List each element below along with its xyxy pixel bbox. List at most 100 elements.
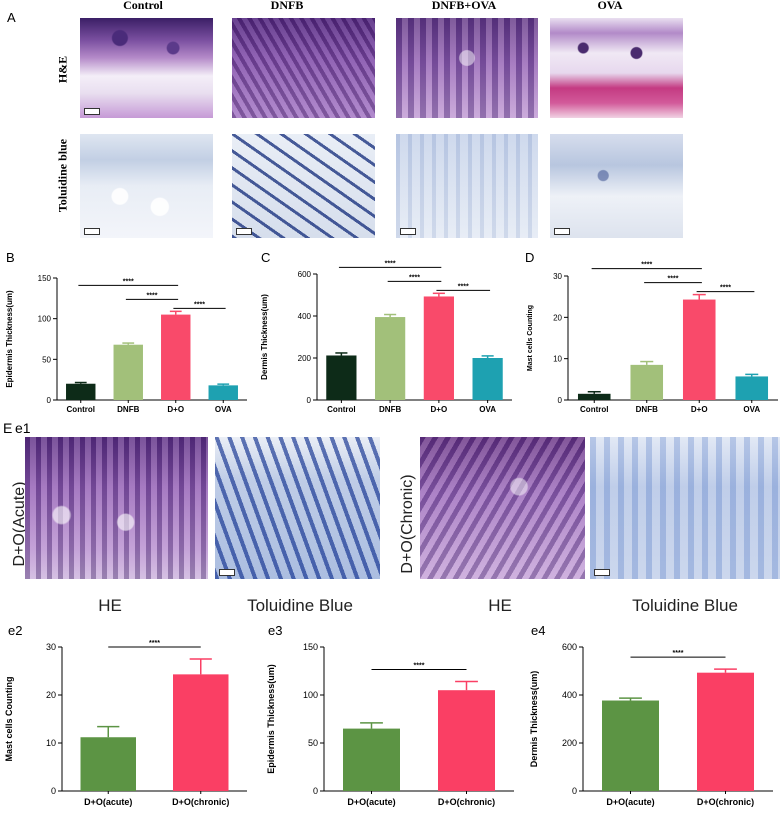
y-tick-label: 150 [38, 274, 52, 283]
bar [161, 314, 191, 400]
image-label-acute-he: HE [98, 596, 122, 615]
micrograph-he-control [80, 18, 213, 118]
x-tick-label: D+O(chronic) [172, 797, 229, 807]
significance-stars: **** [668, 276, 679, 283]
panel-letter: e2 [8, 625, 22, 638]
y-tick-label: 0 [313, 786, 318, 796]
panel-letter: D [525, 250, 534, 265]
panel-e1-letter: e1 [15, 420, 31, 436]
significance-stars: **** [194, 301, 205, 308]
bar [577, 393, 611, 400]
significance-stars: **** [123, 278, 134, 285]
x-tick-label: Control [580, 405, 608, 414]
micrograph-tb-dnfb [232, 134, 375, 238]
bar [682, 299, 716, 400]
micrograph-he-dnfb-ova [396, 18, 538, 118]
micrograph-acute-he [25, 437, 208, 579]
y-tick-label: 50 [308, 738, 318, 748]
y-tick-label: 100 [38, 315, 52, 324]
panel-letter: e3 [268, 625, 282, 638]
y-tick-label: 0 [51, 786, 56, 796]
chart-e3-epidermis: e3 0 50 100 150 Epidermis Thickness(um) D+O(ac… [266, 625, 514, 807]
x-tick-label: OVA [479, 405, 496, 414]
bar [113, 344, 143, 400]
micrograph-he-dnfb [232, 18, 375, 118]
image-label-chronic-he: HE [488, 596, 512, 615]
x-tick-label: D+O [691, 405, 708, 414]
x-tick-label: OVA [215, 405, 232, 414]
y-axis-label: Mast cells Counting [4, 676, 14, 761]
y-tick-label: 50 [42, 355, 51, 364]
micrograph-tb-control [80, 134, 213, 238]
chart-e2-mast-cells: e2 0 10 20 30 Mast cells Counting D+O(acute) D+… [4, 625, 247, 807]
y-tick-label: 600 [298, 270, 312, 279]
bar [697, 672, 754, 791]
significance-stars: **** [147, 292, 158, 299]
bar [343, 728, 400, 791]
bar [472, 358, 503, 400]
image-label-chronic-tb: Toluidine Blue [632, 596, 738, 615]
x-tick-label: Control [67, 405, 95, 414]
chart-b-epidermis: B 0 50 100 150 Epidermis Thickness(um) Control… [5, 250, 247, 414]
y-tick-label: 400 [298, 312, 312, 321]
bar [208, 385, 238, 400]
panel-letter: C [261, 250, 270, 265]
y-axis-label: Mast cells Counting [527, 305, 534, 371]
y-tick-label: 100 [303, 690, 318, 700]
y-tick-label: 150 [303, 642, 318, 652]
micrograph-he-ova [550, 18, 683, 118]
micrograph-chronic-he [420, 437, 585, 579]
micrograph-acute-tb [215, 437, 380, 579]
significance-stars: **** [673, 650, 684, 657]
y-axis-label: Epidermis Thickness(um) [5, 290, 14, 388]
panel-letter: B [6, 250, 15, 265]
column-header-ova: OVA [597, 0, 623, 12]
y-tick-label: 30 [46, 642, 56, 652]
significance-stars: **** [385, 260, 396, 267]
row-label-toluidine: Toluidine blue [55, 138, 70, 213]
micrograph-tb-ova [550, 134, 683, 238]
row-label-he: H&E [55, 55, 70, 84]
bar [735, 376, 769, 400]
y-axis-label: Dermis Thickness(um) [260, 294, 269, 380]
y-tick-label: 30 [553, 272, 562, 281]
bar [326, 355, 357, 400]
y-tick-label: 400 [562, 690, 577, 700]
significance-stars: **** [409, 274, 420, 281]
micrograph-chronic-tb [590, 437, 780, 579]
chart-e4-dermis: e4 0 200 400 600 Dermis Thickness(um) D+O(acut… [529, 625, 773, 807]
y-tick-label: 20 [46, 690, 56, 700]
bar [438, 690, 495, 791]
y-tick-label: 0 [307, 396, 312, 405]
y-tick-label: 200 [562, 738, 577, 748]
x-tick-label: D+O [167, 405, 184, 414]
bar [630, 364, 664, 400]
y-tick-label: 600 [562, 642, 577, 652]
y-tick-label: 0 [47, 396, 52, 405]
x-tick-label: D+O(acute) [347, 797, 395, 807]
column-header-dnfb-ova: DNFB+OVA [431, 0, 497, 12]
chart-d-mast-cells: D 0 10 20 30 Mast cells Counting Control DNFB D+… [525, 250, 778, 414]
x-tick-label: D+O [431, 405, 448, 414]
y-tick-label: 0 [558, 396, 563, 405]
significance-stars: **** [458, 283, 469, 290]
micrograph-tb-dnfb-ova [396, 134, 538, 238]
x-tick-label: DNFB [636, 405, 658, 414]
panel-a-letter: A [7, 10, 16, 25]
column-header-control: Control [123, 0, 163, 12]
y-tick-label: 200 [298, 354, 312, 363]
significance-stars: **** [149, 640, 160, 647]
significance-stars: **** [414, 663, 425, 670]
bar [80, 737, 136, 791]
panel-letter: e4 [531, 625, 545, 638]
x-tick-label: D+O(chronic) [697, 797, 754, 807]
significance-stars: **** [720, 285, 731, 292]
chart-c-dermis: C 0 200 400 600 Dermis Thickness(um) Control DN… [260, 250, 512, 414]
x-tick-label: DNFB [117, 405, 139, 414]
image-label-acute-tb: Toluidine Blue [247, 596, 353, 615]
x-tick-label: D+O(acute) [84, 797, 132, 807]
x-tick-label: DNFB [379, 405, 401, 414]
bar [602, 700, 659, 791]
y-axis-label: Dermis Thickness(um) [529, 671, 539, 768]
column-header-dnfb: DNFB [270, 0, 304, 12]
